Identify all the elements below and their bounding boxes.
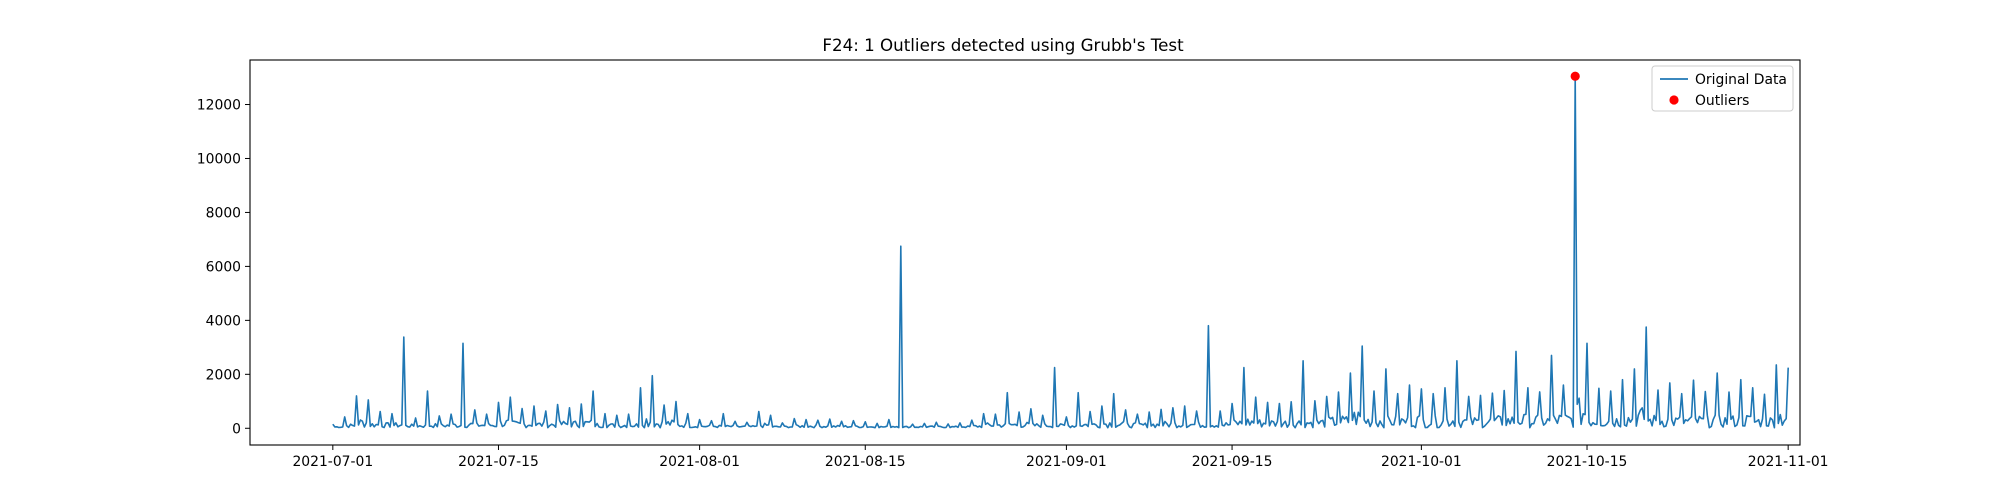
legend-frame xyxy=(1651,65,1794,112)
legend-label-original-data: Original Data xyxy=(1695,72,1787,88)
y-tick-label: 12000 xyxy=(197,98,241,114)
y-tick-label: 10000 xyxy=(197,151,241,167)
y-tick-label: 4000 xyxy=(206,313,241,329)
y-tick-label: 0 xyxy=(232,421,241,437)
x-tick-label: 2021-08-01 xyxy=(659,454,740,470)
x-tick-label: 2021-10-01 xyxy=(1381,454,1462,470)
axes-frame xyxy=(249,59,1801,446)
x-axis: 2021-07-01 2021-07-15 2021-08-01 2021-08-15… xyxy=(292,445,1829,470)
series-line-original-data xyxy=(332,75,1789,429)
x-tick-label: 2021-10-15 xyxy=(1547,454,1628,470)
plot-area xyxy=(332,71,1789,429)
legend-label-outliers: Outliers xyxy=(1695,93,1749,109)
x-tick-label: 2021-07-01 xyxy=(292,454,373,470)
y-tick-label: 2000 xyxy=(206,367,241,383)
x-tick-label: 2021-08-15 xyxy=(825,454,906,470)
y-tick-label: 8000 xyxy=(206,205,241,221)
outlier-point xyxy=(1570,71,1580,81)
chart-title: F24: 1 Outliers detected using Grubb's T… xyxy=(822,35,1184,55)
x-tick-label: 2021-09-01 xyxy=(1026,454,1107,470)
legend: Original Data Outliers xyxy=(1651,65,1794,112)
y-tick-label: 6000 xyxy=(206,259,241,275)
y-axis: 0 2000 4000 6000 8000 10000 12000 xyxy=(197,98,250,437)
legend-outlier-swatch xyxy=(1669,95,1679,105)
x-tick-label: 2021-11-01 xyxy=(1748,454,1829,470)
x-tick-label: 2021-09-15 xyxy=(1192,454,1273,470)
x-tick-label: 2021-07-15 xyxy=(458,454,539,470)
